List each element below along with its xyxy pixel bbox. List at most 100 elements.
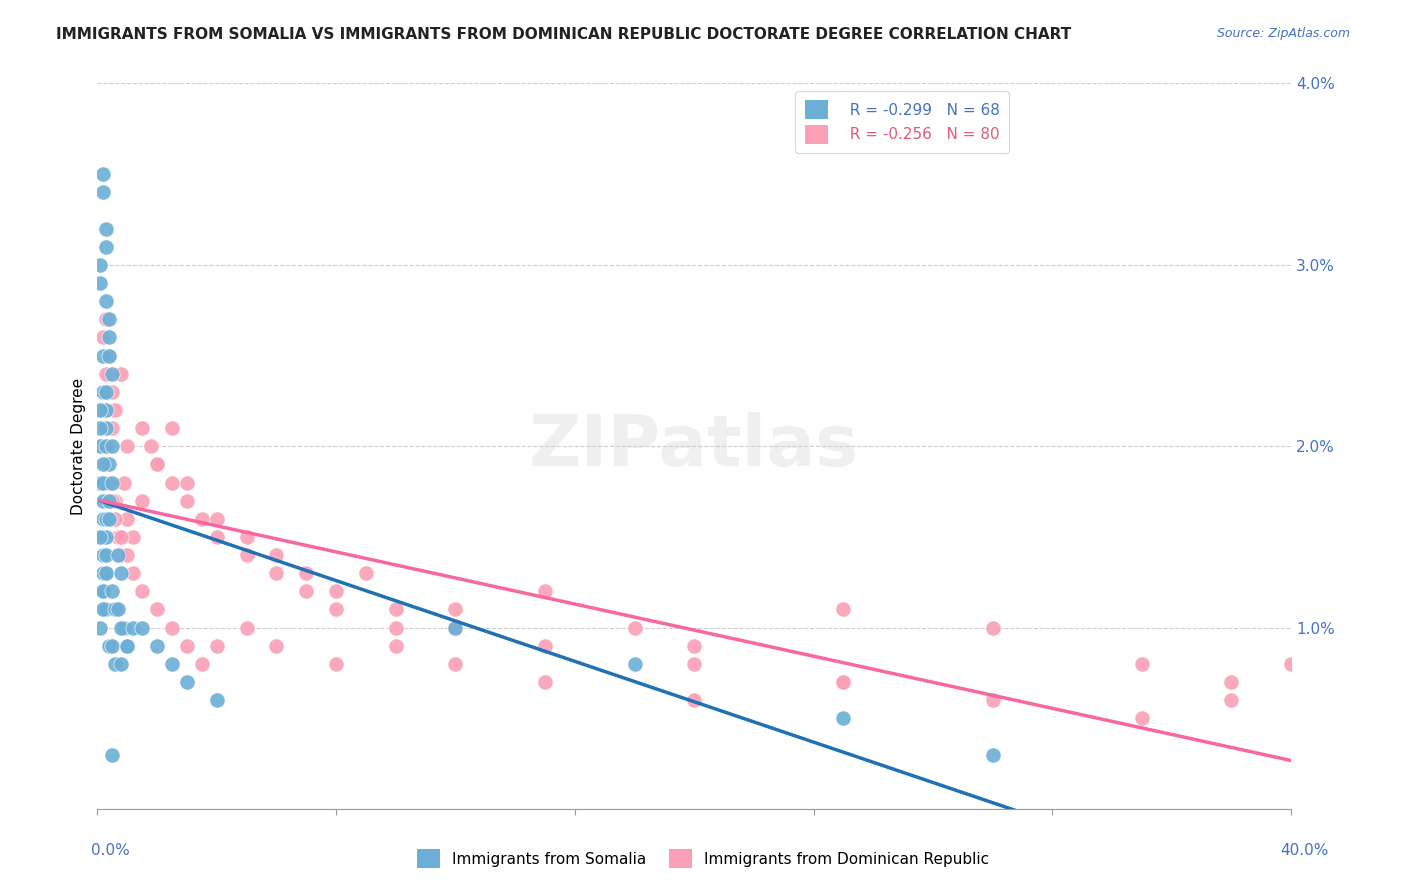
Point [89, 475, 111, 490]
Point [104, 403, 127, 417]
Point [89, 258, 111, 272]
Point [96, 240, 118, 254]
Point [139, 439, 162, 453]
Point [91, 566, 114, 581]
Point [91, 475, 114, 490]
Point [122, 621, 145, 635]
Point [235, 621, 257, 635]
Point [110, 621, 132, 635]
Point [981, 621, 1004, 635]
Point [266, 566, 288, 581]
Point [444, 621, 467, 635]
Point [131, 493, 153, 508]
Point [96, 403, 118, 417]
Point [107, 602, 129, 616]
Point [96, 367, 118, 381]
Point [98, 475, 121, 490]
Point [101, 747, 124, 762]
Point [98, 512, 121, 526]
Point [115, 439, 138, 453]
Point [98, 639, 121, 653]
Point [89, 475, 111, 490]
Point [832, 675, 855, 690]
Point [104, 657, 127, 671]
Point [534, 584, 557, 599]
Point [131, 584, 153, 599]
Point [107, 530, 129, 544]
Point [101, 421, 124, 435]
Point [96, 312, 118, 326]
Point [1220, 675, 1243, 690]
Point [101, 493, 124, 508]
Point [683, 639, 706, 653]
Point [444, 657, 467, 671]
Point [101, 439, 124, 453]
Point [96, 548, 118, 562]
Point [104, 602, 127, 616]
Legend:   R = -0.299   N = 68,   R = -0.256   N = 80: R = -0.299 N = 68, R = -0.256 N = 80 [796, 91, 1010, 153]
Point [205, 693, 228, 707]
Point [96, 458, 118, 472]
Point [91, 186, 114, 200]
Point [160, 621, 183, 635]
Point [110, 367, 132, 381]
Point [98, 512, 121, 526]
Point [96, 566, 118, 581]
Point [444, 602, 467, 616]
Y-axis label: Doctorate Degree: Doctorate Degree [72, 377, 86, 515]
Point [115, 639, 138, 653]
Point [96, 439, 118, 453]
Point [534, 639, 557, 653]
Point [384, 639, 406, 653]
Point [444, 621, 467, 635]
Point [98, 458, 121, 472]
Point [101, 639, 124, 653]
Point [96, 530, 118, 544]
Point [295, 584, 318, 599]
Point [91, 548, 114, 562]
Point [1130, 711, 1153, 725]
Point [384, 621, 406, 635]
Point [115, 548, 138, 562]
Point [832, 675, 855, 690]
Point [91, 458, 114, 472]
Point [96, 384, 118, 399]
Point [384, 602, 406, 616]
Point [89, 276, 111, 290]
Point [623, 621, 645, 635]
Point [101, 475, 124, 490]
Point [110, 566, 132, 581]
Point [160, 657, 183, 671]
Point [176, 639, 198, 653]
Point [91, 530, 114, 544]
Point [534, 675, 557, 690]
Point [91, 384, 114, 399]
Point [91, 584, 114, 599]
Point [91, 439, 114, 453]
Point [96, 566, 118, 581]
Point [623, 657, 645, 671]
Point [1279, 657, 1302, 671]
Point [191, 512, 214, 526]
Point [146, 458, 169, 472]
Point [325, 602, 347, 616]
Point [98, 330, 121, 344]
Point [205, 639, 228, 653]
Point [146, 639, 169, 653]
Point [981, 693, 1004, 707]
Point [832, 711, 855, 725]
Legend: Immigrants from Somalia, Immigrants from Dominican Republic: Immigrants from Somalia, Immigrants from… [409, 841, 997, 875]
Point [98, 349, 121, 363]
Point [131, 621, 153, 635]
Point [176, 493, 198, 508]
Point [146, 602, 169, 616]
Point [146, 458, 169, 472]
Point [98, 349, 121, 363]
Point [981, 747, 1004, 762]
Point [104, 493, 127, 508]
Point [112, 475, 135, 490]
Point [235, 530, 257, 544]
Point [683, 693, 706, 707]
Point [96, 294, 118, 309]
Point [89, 439, 111, 453]
